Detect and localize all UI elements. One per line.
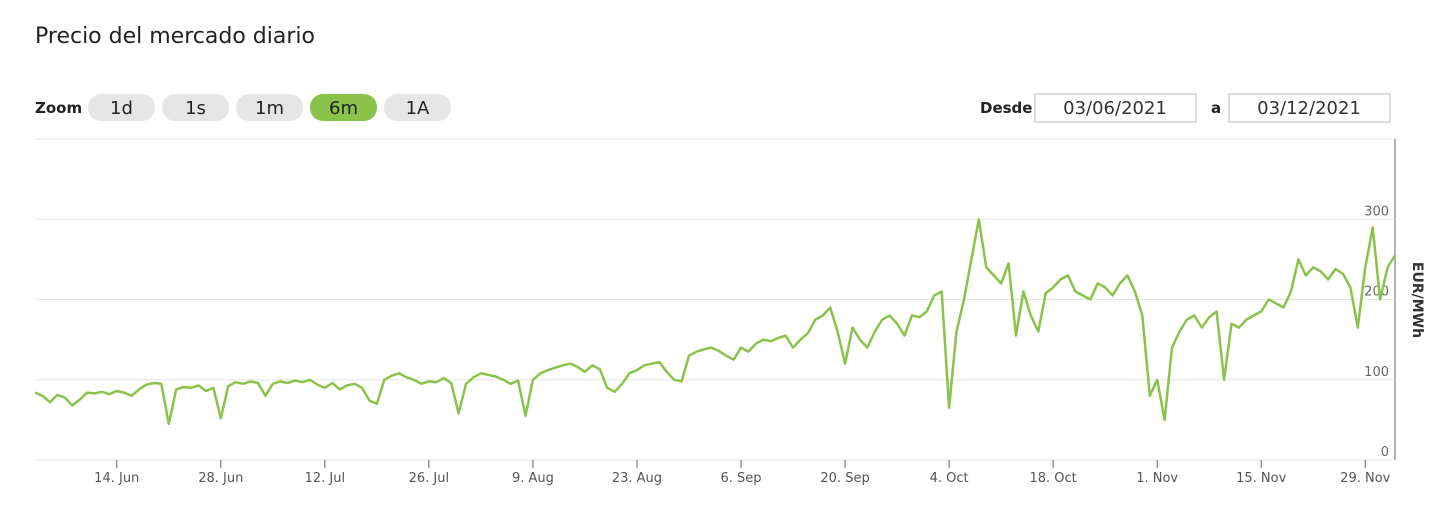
from-label: Desde bbox=[980, 99, 1032, 117]
to-date[interactable]: 03/12/2021 bbox=[1257, 98, 1361, 119]
x-tick-label: 1. Nov bbox=[1136, 471, 1178, 486]
zoom-button[interactable] bbox=[384, 94, 451, 121]
y-tick-label: 300 bbox=[1364, 204, 1389, 219]
x-tick-label: 9. Aug bbox=[512, 471, 554, 486]
y-tick-label: 200 bbox=[1364, 285, 1389, 300]
y-tick-label: 100 bbox=[1364, 365, 1389, 380]
from-input[interactable] bbox=[1034, 93, 1197, 123]
zoom-button[interactable] bbox=[88, 94, 155, 121]
chart-title: Precio del mercado diario bbox=[35, 24, 315, 49]
zoom-button-label[interactable]: 6m bbox=[329, 98, 358, 119]
zoom-button[interactable] bbox=[162, 94, 229, 121]
y-axis-title: EUR/MWh bbox=[1409, 262, 1425, 338]
zoom-button-label[interactable]: 1d bbox=[110, 98, 133, 119]
to-input[interactable] bbox=[1228, 93, 1391, 123]
x-tick-label: 23. Aug bbox=[612, 471, 662, 486]
x-tick-label: 15. Nov bbox=[1236, 471, 1286, 486]
x-tick-label: 4. Oct bbox=[930, 471, 969, 486]
price-line bbox=[34, 218, 1397, 426]
x-tick-label: 29. Nov bbox=[1340, 471, 1390, 486]
zoom-label: Zoom bbox=[35, 99, 82, 117]
x-tick-label: 20. Sep bbox=[820, 471, 869, 486]
zoom-button-label[interactable]: 1m bbox=[255, 98, 284, 119]
x-tick-label: 18. Oct bbox=[1029, 471, 1076, 486]
from-date[interactable]: 03/06/2021 bbox=[1063, 98, 1167, 119]
x-tick-label: 28. Jun bbox=[198, 471, 243, 486]
zoom-button-label[interactable]: 1s bbox=[185, 98, 206, 119]
x-tick-label: 12. Jul bbox=[305, 471, 346, 486]
to-label: a bbox=[1211, 99, 1221, 117]
zoom-button[interactable] bbox=[310, 94, 377, 121]
x-tick-label: 26. Jul bbox=[409, 471, 450, 486]
y-tick-label: 0 bbox=[1381, 445, 1389, 460]
zoom-button[interactable] bbox=[236, 94, 303, 121]
zoom-button-label[interactable]: 1A bbox=[406, 98, 430, 119]
x-tick-label: 14. Jun bbox=[94, 471, 139, 486]
x-tick-label: 6. Sep bbox=[720, 471, 761, 486]
